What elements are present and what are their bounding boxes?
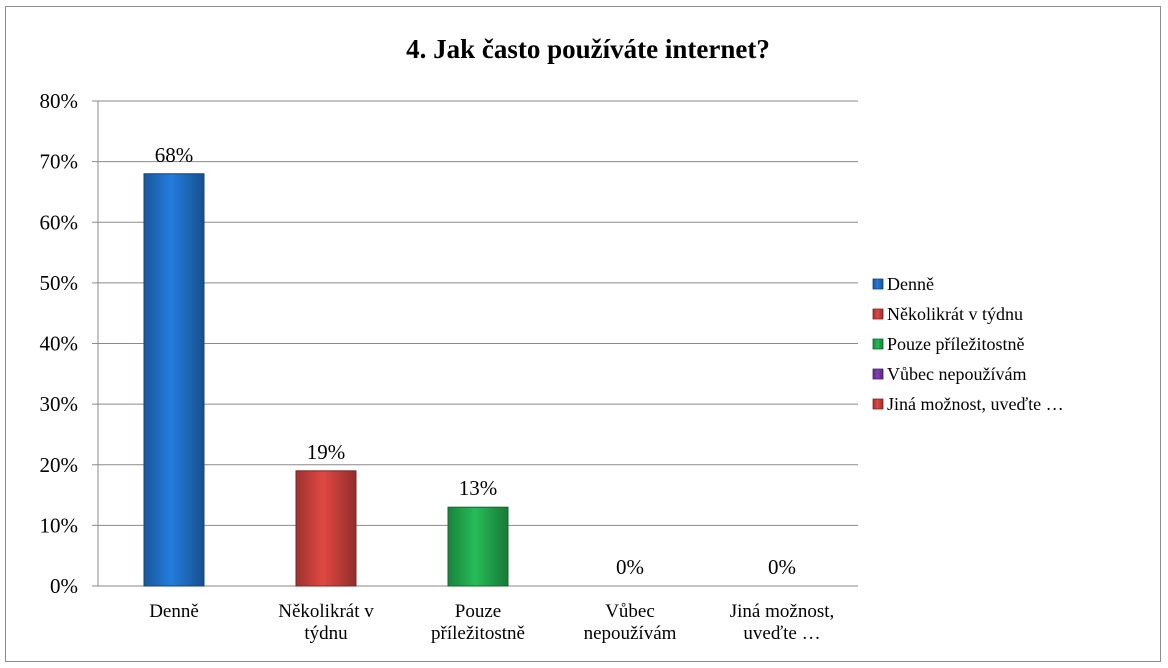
chart-title: 4. Jak často používáte internet? [406, 34, 770, 64]
legend-swatch [872, 338, 884, 350]
data-label: 68% [155, 143, 194, 167]
legend-swatch [872, 398, 884, 410]
legend-swatch [872, 308, 884, 320]
bar [447, 506, 509, 587]
x-category-label: Jiná možnost, [730, 601, 835, 622]
y-tick-label: 0% [50, 574, 78, 598]
y-tick-label: 20% [40, 453, 79, 477]
x-category-label: uveďte … [743, 623, 820, 644]
x-category-label: Denně [149, 601, 199, 622]
legend-swatch [872, 278, 884, 290]
x-category-label: příležitostně [431, 623, 525, 644]
y-tick-label: 70% [40, 150, 79, 174]
bars [143, 173, 509, 587]
y-axis-ticks: 0% 10% 20% 30% 40% 50% 60% 70% 80% [40, 89, 79, 598]
legend-label: Jiná možnost, uveďte … [887, 394, 1064, 414]
data-label: 13% [459, 476, 498, 500]
legend-swatch [872, 368, 884, 380]
x-category-label: Několikrát v [278, 601, 374, 622]
data-labels: 68% 19% 13% 0% 0% [155, 143, 796, 579]
y-tick-label: 40% [40, 332, 79, 356]
legend-label: Denně [887, 274, 934, 294]
x-category-label: nepoužívám [584, 623, 677, 644]
data-label: 0% [616, 555, 644, 579]
legend-label: Několikrát v týdnu [887, 304, 1023, 324]
gridlines [92, 100, 858, 587]
y-tick-label: 60% [40, 210, 79, 234]
legend-label: Pouze příležitostně [887, 334, 1024, 354]
y-tick-label: 50% [40, 271, 79, 295]
legend-label: Vůbec nepoužívám [887, 364, 1026, 384]
y-tick-label: 30% [40, 392, 79, 416]
y-tick-label: 80% [40, 89, 79, 113]
legend: Denně Několikrát v týdnu Pouze příležitost… [872, 274, 1064, 414]
x-category-label: týdnu [304, 623, 348, 644]
y-tick-label: 10% [40, 513, 79, 537]
data-label: 0% [768, 555, 796, 579]
bar [295, 470, 357, 587]
x-category-label: Vůbec [605, 601, 655, 622]
x-category-label: Pouze [455, 601, 501, 622]
data-label: 19% [307, 440, 346, 464]
bar [143, 173, 205, 587]
